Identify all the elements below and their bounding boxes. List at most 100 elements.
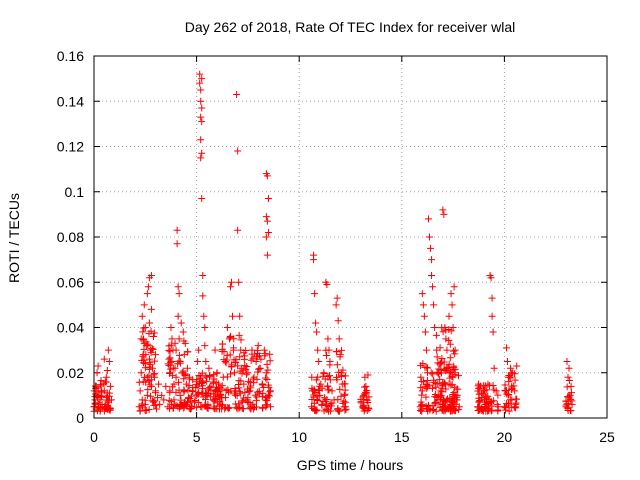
data-point — [322, 346, 330, 354]
data-point — [135, 378, 143, 386]
data-point — [564, 393, 572, 401]
data-point — [165, 362, 173, 370]
data-point — [166, 388, 174, 396]
data-point — [105, 392, 113, 400]
data-point — [139, 403, 147, 411]
data-point — [136, 387, 144, 395]
plot-frame — [93, 55, 608, 419]
data-point — [263, 401, 271, 409]
data-point — [335, 368, 343, 376]
data-point — [443, 346, 451, 354]
data-point — [235, 331, 243, 339]
data-point — [311, 387, 319, 395]
data-point — [170, 400, 178, 408]
data-point — [228, 362, 236, 370]
data-point — [175, 335, 183, 343]
data-point — [484, 407, 492, 415]
data-point — [185, 375, 193, 383]
data-point — [172, 373, 180, 381]
data-point — [337, 392, 345, 400]
data-point — [235, 278, 243, 286]
data-point — [436, 344, 444, 352]
data-point — [255, 390, 263, 398]
data-point — [200, 312, 208, 320]
data-point — [357, 398, 365, 406]
data-point — [447, 327, 455, 335]
data-point — [432, 399, 440, 407]
data-point — [192, 380, 200, 388]
data-point — [189, 384, 197, 392]
data-point — [475, 394, 483, 402]
data-point — [231, 369, 239, 377]
data-point — [240, 349, 248, 357]
data-point — [236, 389, 244, 397]
data-point — [167, 324, 175, 331]
data-point — [210, 390, 218, 398]
data-point — [175, 290, 183, 298]
data-point — [315, 357, 323, 365]
data-point — [198, 195, 206, 203]
data-point — [251, 403, 259, 411]
data-point — [433, 368, 441, 376]
data-point — [233, 90, 241, 98]
data-point — [140, 373, 148, 381]
data-point — [512, 404, 520, 412]
data-point — [140, 345, 148, 353]
data-point — [567, 407, 575, 415]
data-point — [565, 400, 573, 408]
data-point — [164, 360, 172, 368]
x-tick-label: 20 — [497, 429, 513, 445]
data-point — [333, 294, 341, 302]
data-point — [170, 404, 178, 412]
data-point — [180, 337, 188, 345]
data-point — [314, 346, 322, 354]
data-point — [254, 368, 262, 376]
data-point — [103, 366, 111, 374]
data-point — [201, 324, 209, 331]
data-point — [183, 364, 191, 372]
data-point — [262, 374, 270, 382]
data-point — [247, 356, 255, 364]
data-point — [231, 384, 239, 392]
data-point — [195, 398, 203, 406]
data-point — [226, 333, 234, 341]
data-point — [446, 340, 454, 348]
data-point — [94, 399, 102, 407]
data-point — [234, 362, 242, 370]
data-point — [223, 351, 231, 359]
grid — [94, 56, 607, 418]
data-point — [478, 407, 486, 415]
data-point — [144, 340, 152, 348]
data-point — [184, 348, 192, 356]
data-point — [261, 396, 269, 404]
data-point — [168, 335, 176, 343]
data-point — [481, 386, 489, 394]
data-point — [432, 331, 440, 339]
data-point — [194, 390, 202, 398]
data-point — [225, 404, 233, 412]
data-point — [237, 336, 245, 344]
data-point — [197, 113, 205, 121]
x-tick-label: 5 — [193, 429, 201, 445]
data-point — [450, 406, 458, 414]
data-point — [147, 392, 155, 400]
data-point — [229, 312, 237, 320]
data-point — [165, 342, 173, 350]
data-point — [493, 400, 501, 408]
data-point — [240, 355, 248, 363]
data-point — [504, 391, 512, 399]
data-point — [313, 406, 321, 414]
data-point — [340, 403, 348, 411]
data-point — [503, 357, 511, 365]
data-point — [264, 228, 272, 236]
data-point — [324, 405, 332, 413]
data-point — [431, 324, 439, 331]
data-point — [338, 346, 346, 354]
data-point — [179, 328, 187, 336]
data-point — [234, 147, 242, 155]
data-point — [318, 384, 326, 392]
data-point — [451, 371, 459, 379]
data-point — [197, 154, 205, 162]
data-point — [450, 364, 458, 372]
